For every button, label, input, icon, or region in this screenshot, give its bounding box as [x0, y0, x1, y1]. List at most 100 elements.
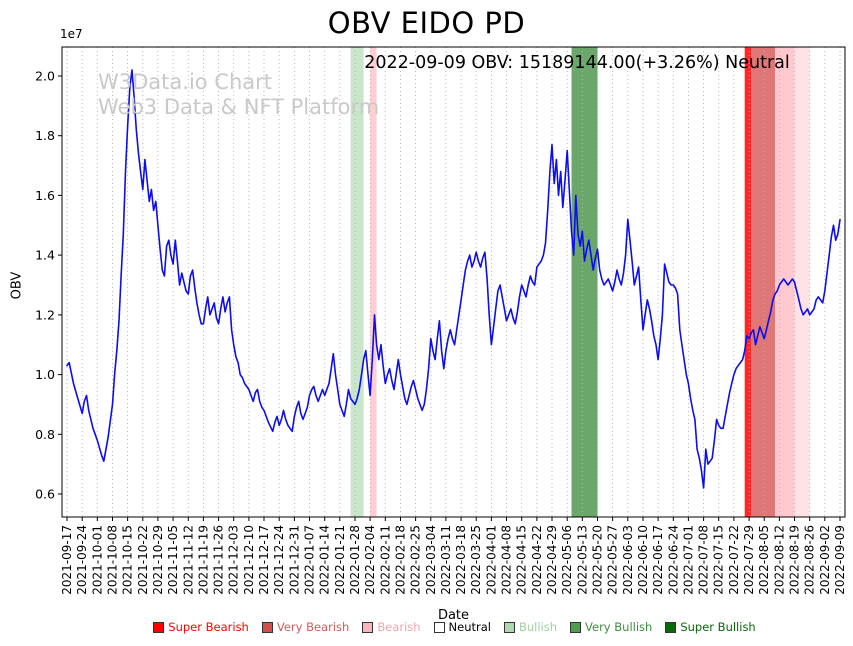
latest-value-annotation: 2022-09-09 OBV: 15189144.00(+3.26%) Neut… — [364, 53, 790, 73]
x-tick-label: 2022-02-11 — [378, 525, 392, 595]
signal-band-very-bullish — [571, 47, 598, 517]
y-tick-label: 1.2 — [35, 307, 55, 322]
x-tick-label: 2021-12-10 — [242, 525, 256, 595]
signal-band-bearish — [370, 47, 377, 517]
x-tick-label: 2022-08-26 — [803, 525, 817, 595]
x-tick-label: 2021-11-26 — [212, 525, 226, 595]
y-tick-label: 1.0 — [35, 367, 55, 382]
watermark-line2: Web3 Data & NFT Platform — [98, 94, 380, 119]
x-tick-label: 2022-04-15 — [515, 525, 529, 595]
legend-item-super-bullish: Super Bullish — [665, 620, 756, 634]
x-tick-label: 2021-10-15 — [121, 525, 135, 595]
legend-swatch-neutral — [433, 621, 445, 633]
x-tick-label: 2022-05-27 — [606, 525, 620, 595]
x-tick-label: 2022-05-20 — [591, 525, 605, 595]
x-tick-label: 2022-01-28 — [348, 525, 362, 595]
x-tick-label: 2021-12-17 — [257, 525, 271, 595]
x-tick-label: 2022-07-22 — [727, 525, 741, 595]
x-tick-label: 2021-09-24 — [75, 525, 89, 595]
signal-legend: Super Bearish Very Bearish Bearish Neutral B… — [62, 620, 847, 634]
x-tick-label: 2022-04-01 — [484, 525, 498, 595]
x-tick-label: 2021-09-17 — [60, 525, 74, 595]
x-tick-label: 2022-04-22 — [530, 525, 544, 595]
x-tick-label: 2022-01-07 — [303, 525, 317, 595]
legend-item-very-bullish: Very Bullish — [570, 620, 652, 634]
x-tick-label: 2021-10-22 — [136, 525, 150, 595]
x-tick-label: 2022-08-05 — [757, 525, 771, 595]
y-axis-offset-label: 1e7 — [60, 27, 83, 41]
x-tick-label: 2021-12-24 — [272, 525, 286, 595]
legend-item-very-bearish: Very Bearish — [261, 620, 350, 634]
x-tick-label: 2022-02-04 — [363, 525, 377, 595]
legend-item-neutral: Neutral — [433, 620, 491, 634]
x-tick-label: 2022-04-29 — [545, 525, 559, 595]
y-tick-label: 1.4 — [35, 248, 55, 263]
x-tick-label: 2022-04-08 — [500, 525, 514, 595]
legend-swatch-very-bullish — [570, 621, 582, 633]
x-tick-label: 2022-01-21 — [333, 525, 347, 595]
x-tick-label: 2022-05-06 — [560, 525, 574, 595]
y-tick-label: 1.8 — [35, 128, 55, 143]
plot-frame — [61, 46, 846, 518]
x-tick-label: 2022-07-01 — [681, 525, 695, 595]
legend-label-very-bearish: Very Bearish — [276, 620, 350, 634]
x-tick-label: 2022-07-15 — [712, 525, 726, 595]
legend-swatch-very-bearish — [261, 621, 273, 633]
watermark-line1: W3Data.io Chart — [98, 70, 273, 94]
legend-swatch-bearish — [362, 621, 374, 633]
x-tick-label: 2021-11-19 — [196, 525, 210, 595]
y-tick-label: 0.8 — [35, 427, 55, 442]
x-tick-label: 2021-10-29 — [151, 525, 165, 595]
x-tick-label: 2022-07-29 — [742, 525, 756, 595]
x-tick-label: 2021-12-03 — [227, 525, 241, 595]
x-tick-label: 2022-03-11 — [439, 525, 453, 595]
legend-label-bullish: Bullish — [518, 620, 558, 634]
x-tick-label: 2022-02-25 — [409, 525, 423, 595]
x-tick-label: 2022-08-12 — [772, 525, 786, 595]
legend-item-bullish: Bullish — [503, 620, 558, 634]
signal-band-bearish-light — [794, 47, 810, 517]
legend-label-neutral: Neutral — [448, 620, 491, 634]
x-tick-label: 2022-09-09 — [833, 525, 847, 595]
x-tick-label: 2022-09-02 — [818, 525, 832, 595]
signal-band-bearish — [775, 47, 795, 517]
legend-item-super-bearish: Super Bearish — [153, 620, 249, 634]
y-tick-label: 2.0 — [35, 69, 55, 84]
x-tick-label: 2022-03-18 — [454, 525, 468, 595]
chart-title: OBV EIDO PD — [327, 6, 526, 40]
x-tick-label: 2022-03-04 — [424, 525, 438, 595]
legend-swatch-super-bullish — [665, 621, 677, 633]
y-tick-label: 1.6 — [35, 188, 55, 203]
x-tick-label: 2022-06-03 — [621, 525, 635, 595]
x-tick-label: 2021-10-01 — [90, 525, 104, 595]
x-tick-label: 2022-06-24 — [666, 525, 680, 595]
y-axis-title: OBV — [9, 271, 25, 300]
x-tick-label: 2022-08-19 — [788, 525, 802, 595]
legend-label-very-bullish: Very Bullish — [585, 620, 653, 634]
watermark: W3Data.io Chart Web3 Data & NFT Platform — [98, 70, 379, 120]
x-axis-title: Date — [437, 608, 470, 623]
signal-band-bullish — [350, 47, 364, 517]
x-tick-label: 2022-03-25 — [469, 525, 483, 595]
x-tick-label: 2021-11-05 — [166, 525, 180, 595]
signal-band-super-bearish — [744, 47, 752, 517]
y-tick-label: 0.6 — [35, 487, 55, 502]
x-tick-label: 2022-06-17 — [651, 525, 665, 595]
x-tick-label: 2022-06-10 — [636, 525, 650, 595]
x-tick-label: 2022-02-18 — [394, 525, 408, 595]
x-tick-label: 2021-10-08 — [106, 525, 120, 595]
x-tick-label: 2022-05-13 — [575, 525, 589, 595]
x-tick-label: 2022-01-14 — [318, 525, 332, 595]
legend-label-super-bullish: Super Bullish — [680, 620, 756, 634]
x-tick-label: 2021-11-12 — [181, 525, 195, 595]
obv-line — [66, 69, 841, 489]
legend-label-super-bearish: Super Bearish — [168, 620, 249, 634]
x-tick-label: 2021-12-31 — [287, 525, 301, 595]
legend-swatch-bullish — [503, 621, 515, 633]
x-tick-label: 2022-07-08 — [697, 525, 711, 595]
legend-swatch-super-bearish — [153, 621, 165, 633]
signal-band-very-bearish — [751, 47, 775, 517]
legend-item-bearish: Bearish — [362, 620, 421, 634]
